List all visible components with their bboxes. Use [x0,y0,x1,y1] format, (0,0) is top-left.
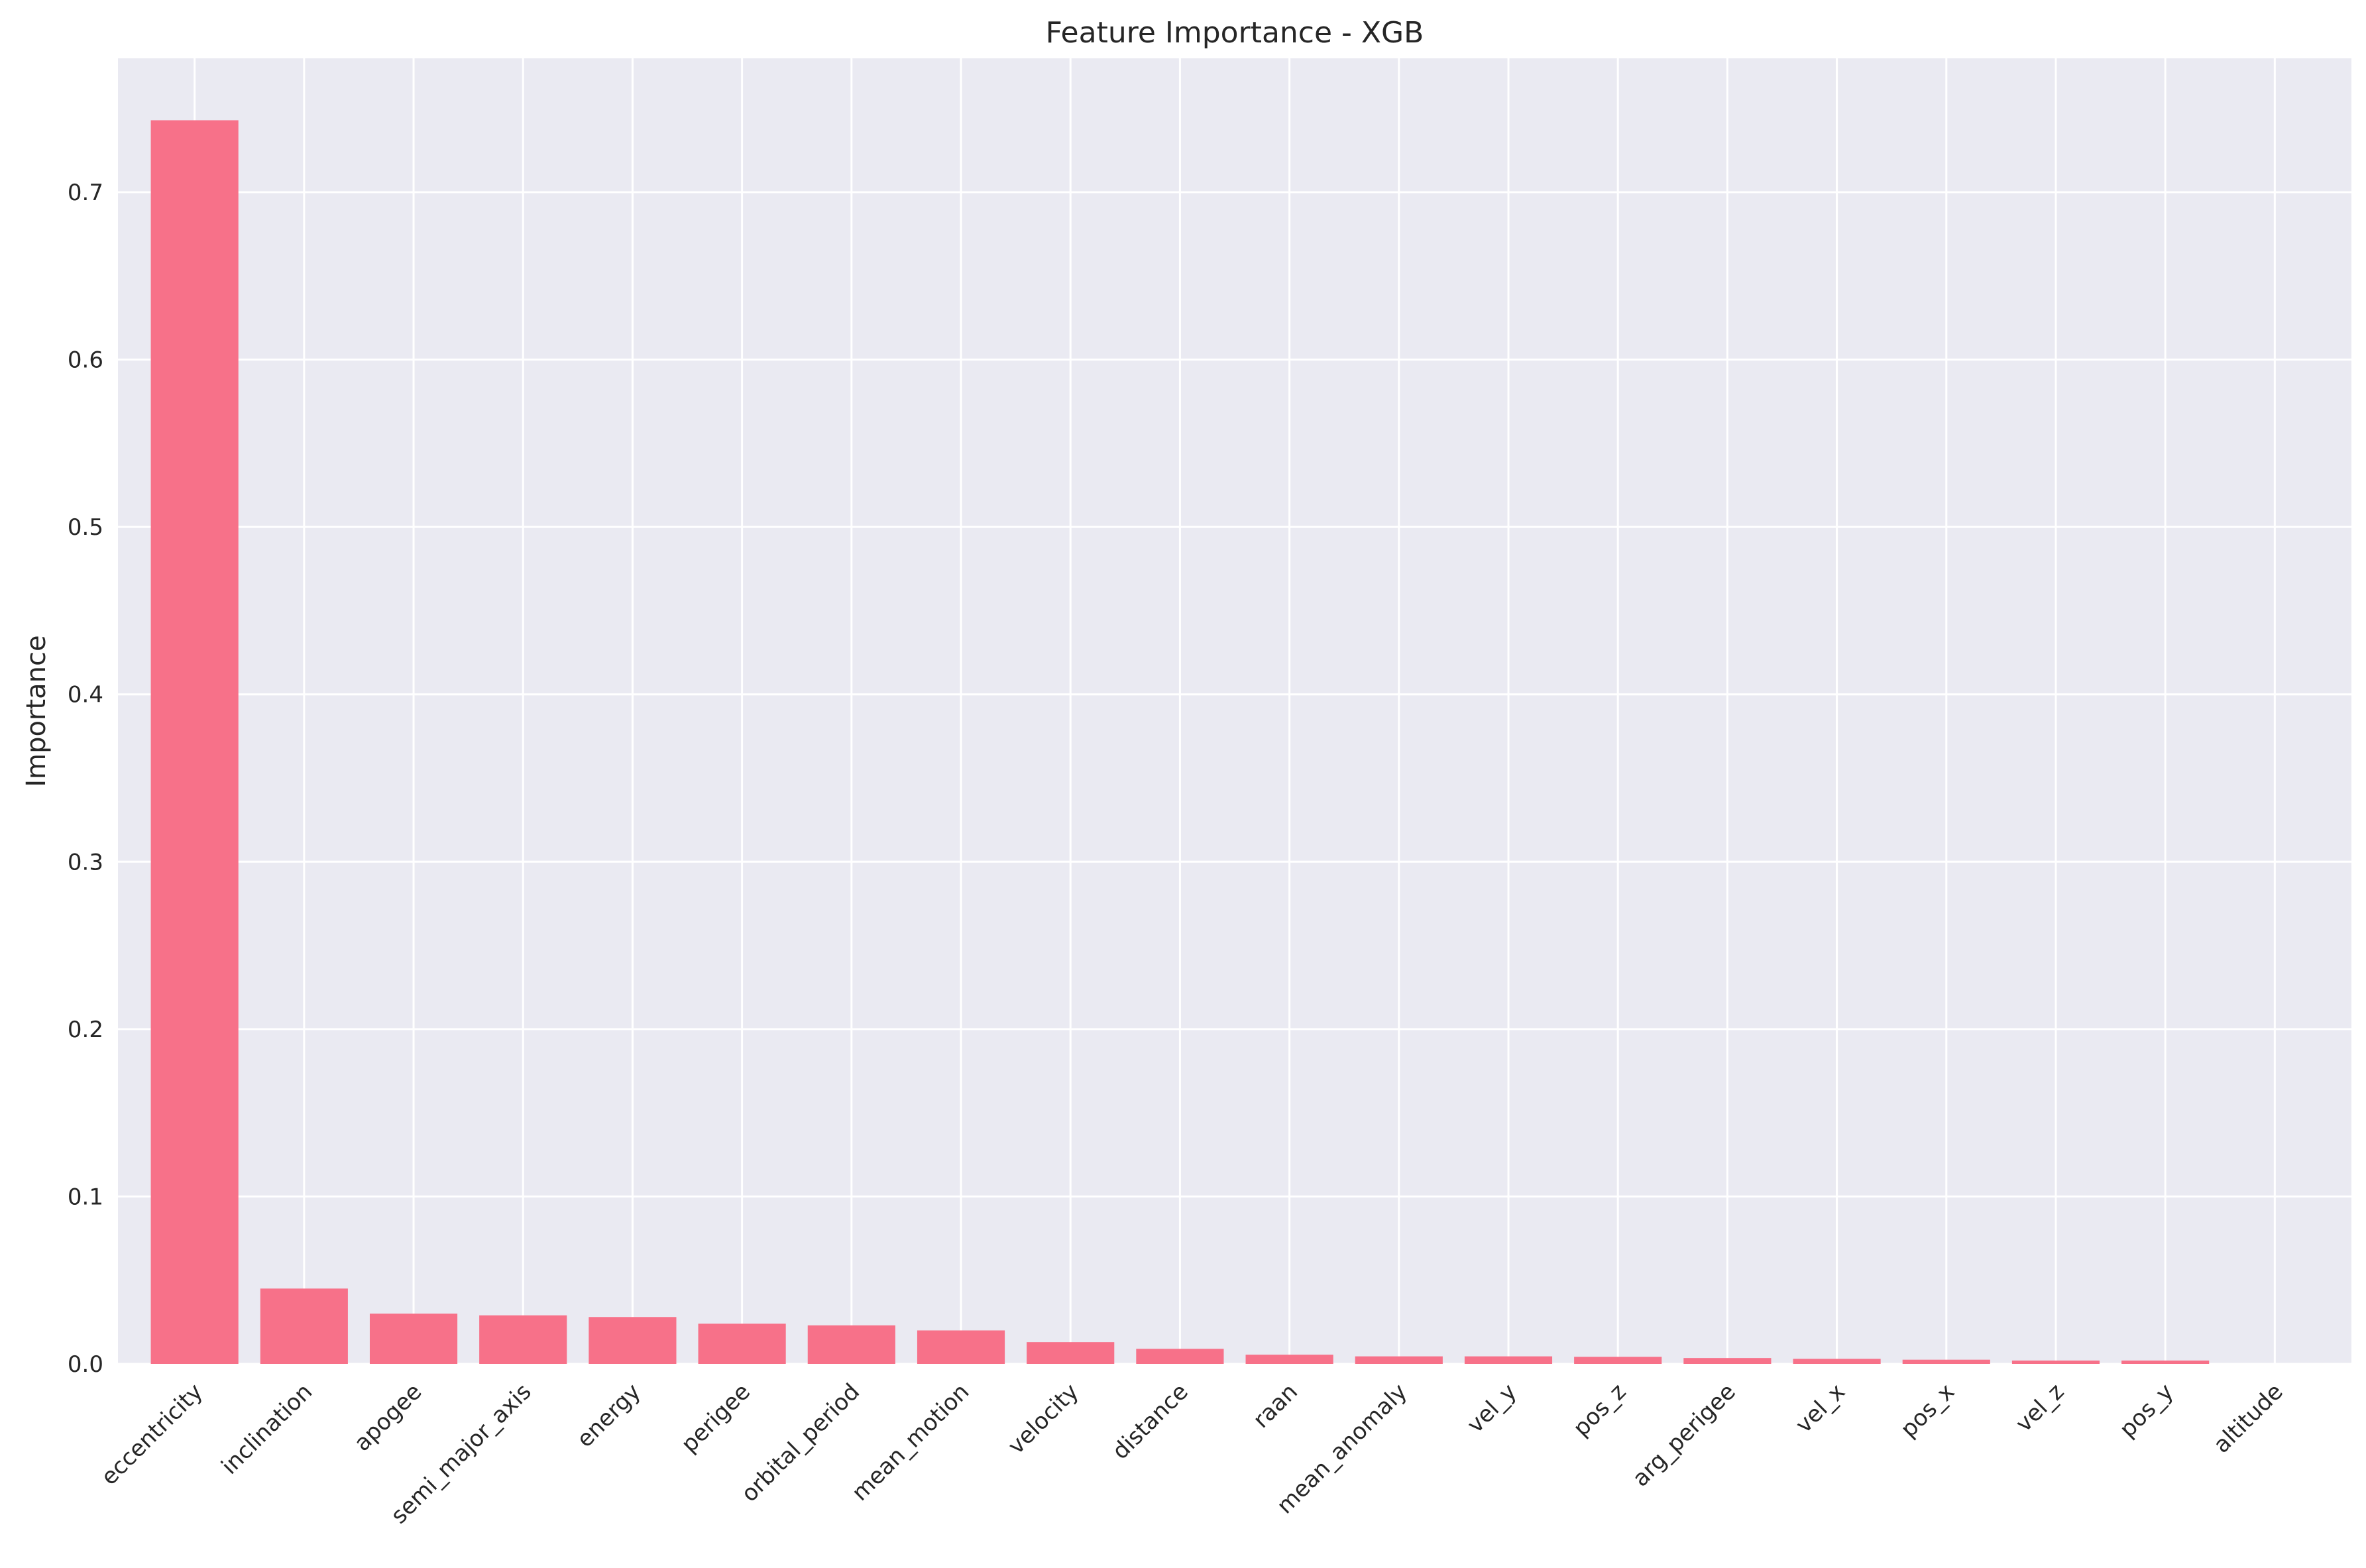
x-tick-label: eccentricity [96,1378,208,1490]
x-tick-label: mean_motion [847,1378,975,1506]
y-axis-label: Importance [21,635,52,787]
bar [589,1317,677,1364]
bar [1793,1359,1881,1364]
bar [2011,1360,2100,1364]
y-tick-label: 0.3 [68,849,103,875]
bar [917,1330,1005,1364]
x-tick-label: vel_y [1462,1378,1522,1438]
bar [369,1314,458,1364]
x-tick-label: altitude [2208,1378,2288,1459]
bar [1245,1355,1333,1364]
y-tick-label: 0.6 [68,347,103,374]
grid-lines [118,58,2351,1365]
x-tick-label: pos_z [1568,1378,1631,1441]
bar [150,120,239,1364]
x-tick-label: distance [1107,1378,1194,1465]
y-tick-label: 0.2 [68,1017,103,1043]
x-tick-label: orbital_period [736,1378,865,1507]
chart-title: Feature Importance - XGB [1046,16,1424,50]
x-tick-label: velocity [1003,1378,1084,1459]
bar [807,1325,895,1364]
bar [1136,1349,1224,1364]
bar [260,1288,348,1364]
bar [1027,1342,1115,1364]
x-tick-label: arg_perigee [1628,1378,1741,1492]
y-tick-label: 0.0 [68,1351,103,1378]
bars [150,120,2210,1364]
y-tick-label: 0.5 [68,514,103,541]
bar [1683,1358,1772,1364]
x-tick-label: perigee [676,1378,756,1458]
bar [479,1315,567,1364]
y-tick-label: 0.7 [68,180,103,206]
x-tick-labels: eccentricity inclination apogeesemi_major_… [96,1378,2288,1529]
bar [698,1323,786,1364]
x-tick-label: pos_y [2115,1378,2179,1443]
x-tick-label: apogee [349,1378,427,1457]
y-tick-label: 0.4 [68,682,103,708]
plot-area [118,58,2351,1364]
bar [1902,1359,1990,1364]
x-tick-label: inclination [216,1378,317,1480]
x-tick-label: energy [572,1378,646,1453]
bar [1355,1356,1443,1364]
bar [1574,1357,1662,1364]
y-tick-label: 0.1 [68,1184,103,1210]
bar [2121,1360,2210,1364]
x-tick-label: pos_x [1895,1378,1960,1443]
x-tick-label: vel_z [2011,1378,2070,1437]
x-tick-label: vel_x [1791,1378,1850,1438]
x-tick-label: raan [1248,1378,1303,1433]
bar [1464,1356,1553,1364]
y-tick-labels: 0.0 0.1 0.2 0.3 0.4 0.5 0.6 0.7 [68,180,103,1378]
